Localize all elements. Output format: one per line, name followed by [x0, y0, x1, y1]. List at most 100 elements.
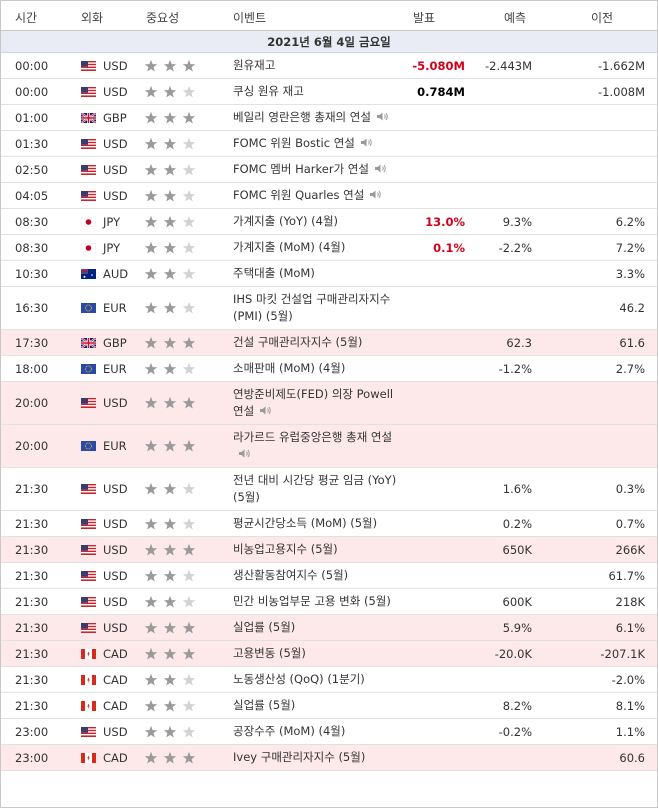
star [163, 59, 177, 72]
event-row: 04:05 USD FOMC 위원 Quarles 연설 [1, 183, 657, 209]
star [182, 111, 196, 124]
star [182, 396, 196, 409]
actual: -5.080M [412, 58, 465, 73]
audio-icon [374, 164, 386, 173]
event: FOMC 위원 Quarles 연설 [233, 183, 405, 208]
star [163, 621, 177, 634]
star [144, 439, 158, 452]
star [163, 215, 177, 228]
col-header: 중요성 [146, 11, 180, 25]
star [182, 647, 196, 660]
event: 노동생산성 (QoQ) (1분기) [233, 667, 405, 692]
flag [81, 86, 96, 97]
time: 21:30 [15, 646, 49, 661]
star [144, 215, 158, 228]
audio-icon [260, 406, 271, 415]
importance-stars [144, 189, 196, 202]
star [144, 647, 158, 660]
event-row: 02:50 USD FOMC 멤버 Harker가 연설 [1, 157, 657, 183]
star [163, 751, 177, 764]
star [182, 137, 196, 150]
importance-stars [144, 569, 196, 582]
forecast: 650K [502, 542, 533, 557]
previous: 46.2 [619, 301, 645, 315]
flag [81, 398, 96, 408]
previous: 218K [615, 594, 646, 609]
event-row: 18:00 EUR 소매판매 (MoM) (4월) -1.2% 2.7% [1, 356, 657, 382]
time: 21:30 [15, 698, 49, 713]
time: 08:30 [15, 214, 49, 229]
importance-stars [144, 241, 196, 254]
flag [81, 268, 96, 279]
event-name: 가계지출 (MoM) (4월) [233, 240, 346, 254]
star [182, 751, 196, 764]
star [163, 189, 177, 202]
event-row: 21:30 USD 비농업고용지수 (5월) 650K 266K [1, 537, 657, 563]
forecast: -20.0K [494, 646, 532, 661]
event-name: IHS 마킷 건설업 구매관리자지수 (PMI) (5월) [233, 292, 391, 323]
time: 20:00 [15, 396, 49, 410]
time: 10:30 [15, 266, 49, 281]
time: 17:30 [15, 335, 49, 350]
star [182, 439, 196, 452]
importance-stars [144, 482, 196, 495]
importance-stars [144, 595, 196, 608]
previous: 60.6 [619, 750, 645, 765]
event-name: FOMC 멤버 Harker가 연설 [233, 162, 369, 176]
previous: -207.1K [600, 646, 645, 661]
star [163, 137, 177, 150]
actual: 0.784M [417, 84, 465, 99]
importance-stars [144, 725, 196, 738]
currency: USD [103, 58, 128, 73]
time: 23:00 [15, 724, 49, 739]
forecast: -1.2% [498, 361, 532, 376]
time: 00:00 [15, 84, 49, 99]
event-row: 21:30 USD 전년 대비 시간당 평균 임금 (YoY) (5월) 1.6% 0.… [1, 468, 657, 511]
col-header: 시간 [15, 11, 38, 25]
previous: -2.0% [611, 672, 645, 687]
flag [81, 596, 96, 607]
star [144, 163, 158, 176]
event-row: 16:30 EUR IHS 마킷 건설업 구매관리자지수 (PMI) (5월) 46.… [1, 287, 657, 330]
importance-stars [144, 699, 196, 712]
star [182, 163, 196, 176]
star [182, 699, 196, 712]
col-header: 예측 [504, 11, 527, 25]
time: 21:30 [15, 594, 49, 609]
star [182, 215, 196, 228]
star [144, 267, 158, 280]
star [144, 336, 158, 349]
star [182, 336, 196, 349]
time: 20:00 [15, 439, 49, 453]
flag [81, 242, 96, 253]
star [163, 647, 177, 660]
star [182, 241, 196, 254]
star [163, 517, 177, 530]
previous: 61.7% [608, 568, 645, 583]
audio-icon [370, 190, 382, 199]
currency: USD [103, 136, 128, 151]
currency: JPY [103, 240, 121, 255]
star [144, 59, 158, 72]
star [163, 163, 177, 176]
event-name: 비농업고용지수 (5월) [233, 542, 338, 556]
star [182, 189, 196, 202]
star [144, 241, 158, 254]
importance-stars [144, 59, 196, 72]
importance-stars [144, 621, 196, 634]
importance-stars [144, 673, 196, 686]
col-header: 외화 [81, 11, 104, 25]
star [163, 336, 177, 349]
event-row: 20:00 EUR 라가르드 유럽중앙은행 총재 연설 [1, 425, 657, 468]
col-header: 발표 [413, 11, 436, 25]
star [144, 621, 158, 634]
time: 08:30 [15, 240, 49, 255]
time: 21:30 [15, 542, 49, 557]
star [144, 673, 158, 686]
previous: 7.2% [615, 240, 645, 255]
event-name: 주택대출 (MoM) [233, 266, 315, 280]
event-row: 21:30 USD 민간 비농업부문 고용 변화 (5월) 600K 218K [1, 589, 657, 615]
previous: 0.3% [615, 482, 645, 496]
star [144, 189, 158, 202]
previous: 8.1% [615, 698, 645, 713]
